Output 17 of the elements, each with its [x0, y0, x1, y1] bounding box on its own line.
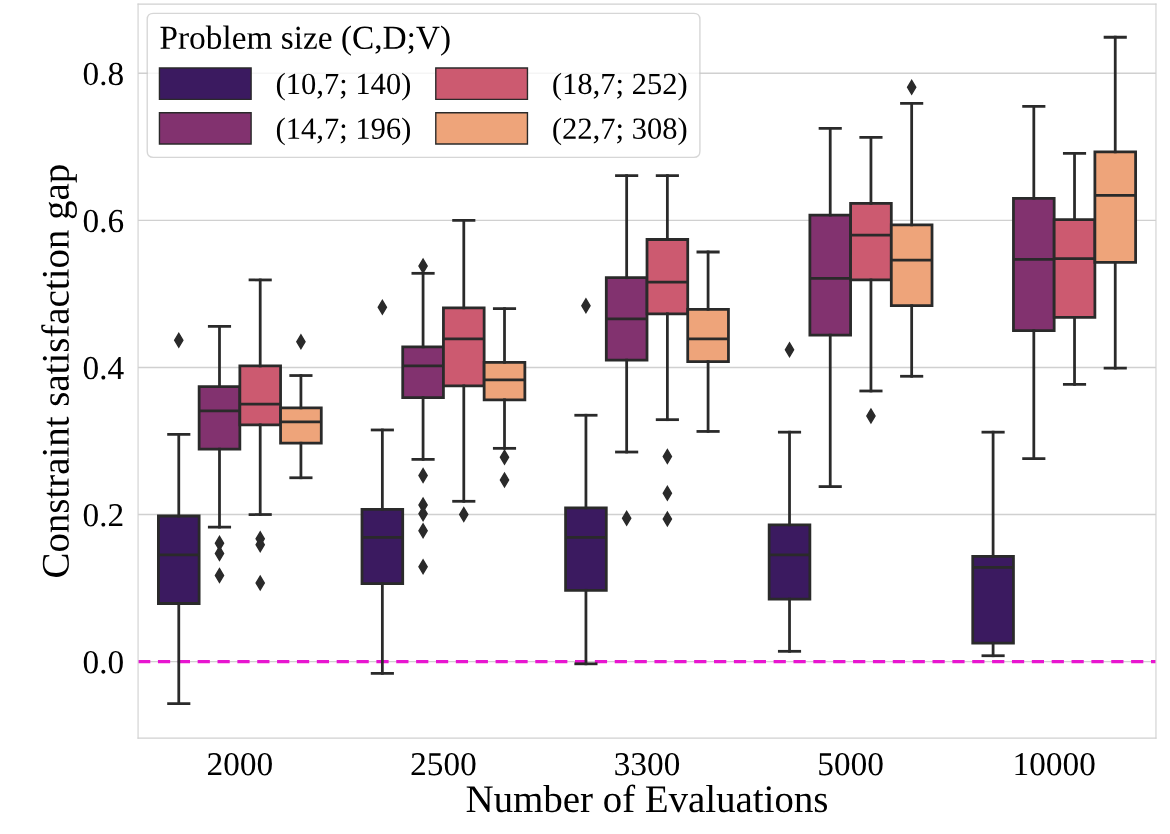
- x-tick-label: 2500: [411, 752, 476, 776]
- y-tick-label: 0.2: [83, 503, 123, 527]
- y-tick-label: 0.0: [83, 651, 123, 674]
- x-tick-label: 3300: [615, 752, 680, 776]
- x-tick-label: 5000: [819, 752, 883, 776]
- x-tick-label: 2000: [207, 752, 272, 776]
- legend-label: (18,7; 252): [553, 72, 687, 101]
- legend-title: Problem size (C,D;V): [160, 25, 450, 56]
- y-axis-title: Constraint satisfaction gap: [41, 165, 77, 577]
- legend-label: (22,7; 308): [553, 117, 687, 146]
- y-tick-label: 0.6: [83, 209, 124, 233]
- legend-label: (14,7; 196): [276, 117, 410, 146]
- x-tick-label: 10000: [1015, 752, 1095, 776]
- y-tick-label: 0.4: [83, 356, 124, 380]
- y-tick-label: 0.8: [83, 62, 123, 86]
- legend-label: (10,7; 140): [276, 72, 410, 101]
- x-axis-title: Number of Evaluations: [466, 784, 828, 813]
